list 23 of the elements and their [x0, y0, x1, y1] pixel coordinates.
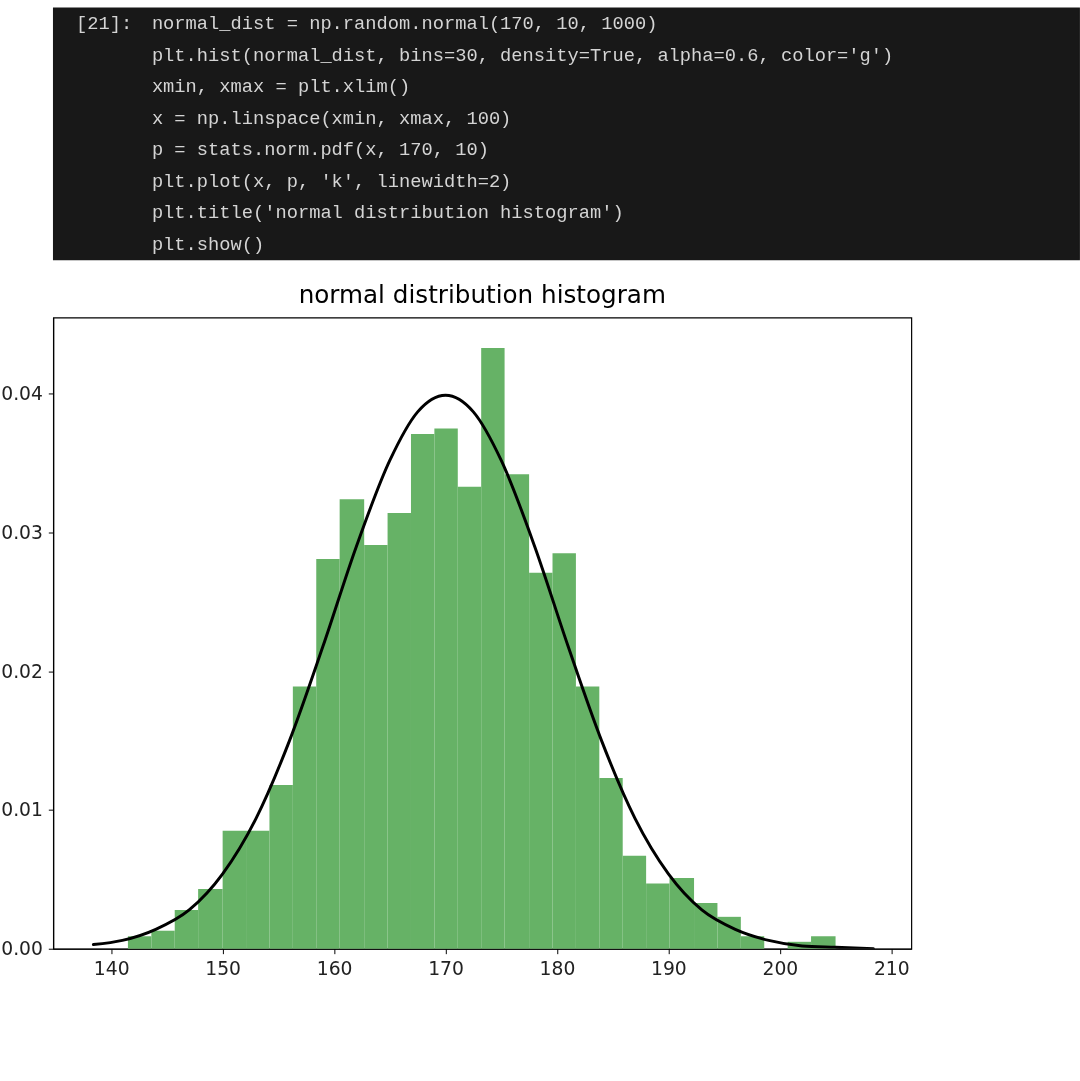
text: plt.plot(x, p, 'k', linewidth=2): [151, 170, 512, 193]
y-tick-label: 0.04: [1, 383, 43, 405]
y-tick-label: 0.03: [1, 521, 43, 543]
x-tick-label: 180: [539, 957, 576, 979]
text: x = np.linspace(xmin, xmax, 100): [151, 107, 512, 130]
text: plt.show(): [151, 233, 265, 256]
text: plt.title('normal distribution histogram'): [151, 202, 624, 225]
x-tick-label: 160: [316, 957, 353, 979]
text: p = stats.norm.pdf(x, 170, 10): [151, 139, 489, 162]
y-tick-label: 0.01: [1, 799, 43, 821]
x-tick-label: 140: [93, 957, 130, 979]
text: xmin, xmax = plt.xlim(): [151, 76, 411, 99]
text: plt.hist(normal_dist, bins=30, density=True, alpha=0.6, color='g'): [151, 44, 894, 67]
text: [21]:: [75, 13, 133, 36]
x-tick-label: 170: [428, 957, 464, 979]
y-tick-label: 0.00: [1, 938, 43, 960]
y-tick-label: 0.02: [1, 660, 43, 682]
x-tick-label: 150: [205, 957, 242, 979]
x-tick-label: 200: [762, 957, 799, 979]
chart-title: normal distribution histogram: [298, 279, 666, 309]
x-tick-label: 210: [873, 957, 910, 979]
x-tick-label: 190: [651, 957, 687, 979]
text: normal_dist = np.random.normal(170, 10, 1000): [151, 13, 658, 36]
